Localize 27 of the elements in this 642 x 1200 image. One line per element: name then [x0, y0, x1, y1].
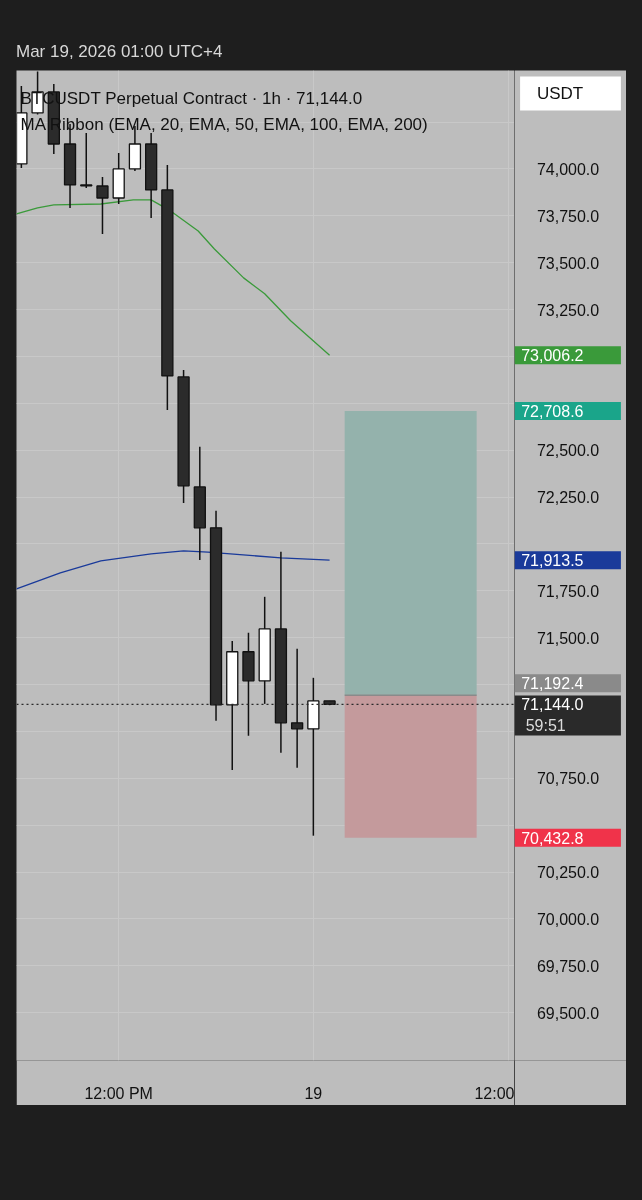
- y-tick-label: 73,500.0: [536, 254, 600, 272]
- y-tick-label: 70,750.0: [536, 770, 600, 788]
- y-tick-label: 71,750.0: [536, 582, 600, 600]
- y-tick-label: 72,500.0: [536, 442, 600, 460]
- x-tick-label: 19: [304, 1084, 323, 1102]
- text: USDT: [536, 84, 584, 103]
- y-tick-label: 69,500.0: [536, 1004, 600, 1022]
- text: 73,006.2: [521, 347, 584, 365]
- y-tick-label: 72,250.0: [536, 489, 600, 507]
- x-tick-label: 12:00 PM: [84, 1084, 153, 1102]
- ref-line-label: 71,192.4: [521, 675, 584, 693]
- text: 59:51: [525, 716, 566, 734]
- text: 71,913.5: [521, 552, 584, 570]
- line-series: [16, 550, 331, 590]
- y-tick-label: 71,500.0: [536, 629, 600, 647]
- band-label: 72,708.6: [521, 403, 584, 421]
- x-tick-label: 12:00: [474, 1084, 515, 1102]
- y-tick-label: 74,000.0: [536, 160, 600, 178]
- text: Mar 19, 2026 01:00 UTC+4: [16, 41, 223, 63]
- y-tick-label: 69,750.0: [536, 957, 600, 975]
- ref-line-label: 71,144.0: [521, 696, 584, 714]
- y-tick-label: 73,250.0: [536, 301, 600, 319]
- band-label: 70,432.8: [521, 829, 584, 847]
- y-tick-label: 70,000.0: [536, 910, 600, 928]
- y-tick-label: 70,250.0: [536, 864, 600, 882]
- y-tick-label: 73,750.0: [536, 207, 600, 225]
- line-series: [16, 199, 331, 356]
